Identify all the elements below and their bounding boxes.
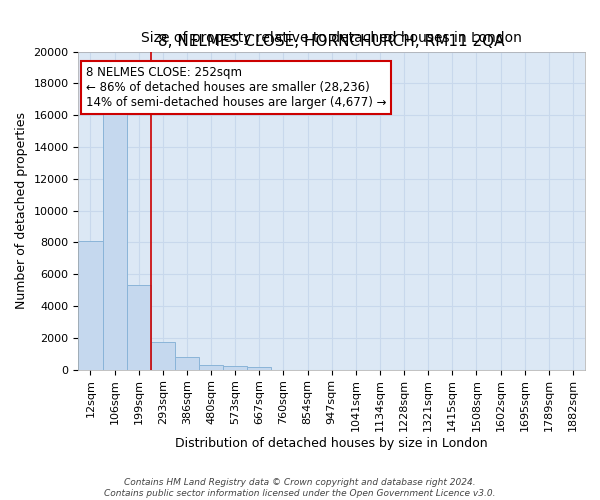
Bar bbox=[151, 342, 175, 369]
Y-axis label: Number of detached properties: Number of detached properties bbox=[15, 112, 28, 309]
Bar bbox=[127, 286, 151, 370]
Bar bbox=[199, 365, 223, 370]
X-axis label: Distribution of detached houses by size in London: Distribution of detached houses by size … bbox=[175, 437, 488, 450]
Bar bbox=[175, 357, 199, 370]
Text: Size of property relative to detached houses in London: Size of property relative to detached ho… bbox=[141, 32, 522, 46]
Bar bbox=[103, 106, 127, 370]
Bar bbox=[223, 366, 247, 370]
Bar bbox=[79, 241, 103, 370]
Text: 8 NELMES CLOSE: 252sqm
← 86% of detached houses are smaller (28,236)
14% of semi: 8 NELMES CLOSE: 252sqm ← 86% of detached… bbox=[86, 66, 386, 109]
Title: 8, NELMES CLOSE, HORNCHURCH, RM11 2QA: 8, NELMES CLOSE, HORNCHURCH, RM11 2QA bbox=[158, 34, 505, 49]
Bar bbox=[247, 367, 271, 370]
Text: Contains HM Land Registry data © Crown copyright and database right 2024.
Contai: Contains HM Land Registry data © Crown c… bbox=[104, 478, 496, 498]
